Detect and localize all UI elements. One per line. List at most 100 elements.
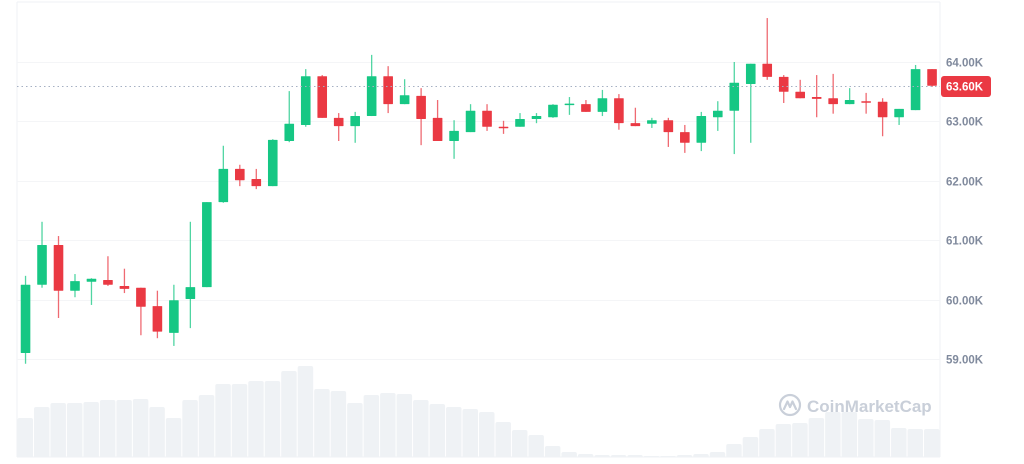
candle-up[interactable] [267,139,278,187]
candle-up[interactable] [729,62,740,155]
candle-up[interactable] [712,101,723,131]
candle-body [218,168,229,203]
coinmarketcap-logo-icon [778,393,802,417]
candle-body [861,101,871,103]
volume-bar [660,456,676,457]
candle-down[interactable] [762,18,773,80]
candle-body [927,69,937,86]
candle-up[interactable] [37,221,47,288]
watermark-text: CoinMarketCap [807,397,932,416]
candle-down[interactable] [333,113,344,142]
volume-bar [264,381,281,457]
candle-up[interactable] [894,108,904,125]
candle-down[interactable] [383,66,393,114]
candle-body [531,116,542,120]
candle-up[interactable] [465,104,476,133]
candle-body [119,285,130,289]
candle-up[interactable] [564,97,575,115]
candle-up[interactable] [548,104,558,118]
current-price-label: 63.60K [946,82,984,94]
candle-down[interactable] [663,117,674,147]
candle-down[interactable] [53,236,64,319]
candle-down[interactable] [251,168,262,190]
volume-bar [643,456,660,457]
candle-down[interactable] [861,92,871,114]
volume-bar [709,452,726,457]
candle-body [844,100,855,105]
volume-bar [165,418,182,457]
candle-down[interactable] [927,69,937,87]
candle-down[interactable] [119,268,130,294]
volume-bar [182,400,198,457]
candle-down[interactable] [416,88,426,146]
candle-down[interactable] [877,98,888,137]
volume-bar [479,412,495,457]
volume-bar [132,399,149,457]
volume-bar [726,444,742,457]
candle-body [894,108,904,118]
candle-up[interactable] [202,202,212,288]
candle-body [251,179,262,187]
candle-up[interactable] [696,111,707,152]
candle-down[interactable] [498,120,509,134]
candle-up[interactable] [300,69,311,127]
candle-up[interactable] [647,117,657,128]
volume-bar [528,435,544,457]
candle-up[interactable] [20,275,31,364]
candle-body [498,126,509,129]
candle-down[interactable] [432,100,443,142]
candle-up[interactable] [745,63,756,143]
candle-up[interactable] [515,113,525,127]
candle-up[interactable] [218,145,229,203]
candle-down[interactable] [581,100,591,112]
candle-down[interactable] [235,164,245,187]
candle-up[interactable] [169,284,179,346]
candle-body [399,95,410,105]
candle-body [482,110,492,127]
candle-down[interactable] [103,256,113,286]
volume-bar [413,400,429,457]
volume-bar [281,371,297,457]
volume-bar [429,404,446,457]
candle-down[interactable] [795,79,806,99]
candle-down[interactable] [811,75,822,118]
candle-down[interactable] [778,75,789,103]
candle-body [300,76,311,125]
candle-body [877,101,888,118]
candle-up[interactable] [86,278,97,305]
volume-bar [297,366,314,457]
candle-up[interactable] [70,274,80,298]
y-axis: 64.00K 63.00K 62.00K 61.00K 60.00K 59.00K [946,58,984,367]
candle-down[interactable] [152,290,163,339]
candle-up[interactable] [844,88,855,105]
candle-down[interactable] [828,73,838,114]
candle-body [235,168,245,181]
candle-body [564,103,575,106]
candle-up[interactable] [531,113,542,124]
candle-up[interactable] [449,120,459,159]
volume-bar [808,418,825,457]
candle-down[interactable] [482,104,492,131]
candle-body [317,76,328,118]
volume-bar [215,384,231,457]
candle-body [581,104,591,112]
candle-down[interactable] [630,107,641,127]
candle-up[interactable] [350,111,360,143]
candle-down[interactable] [680,124,690,153]
candle-up[interactable] [185,221,196,329]
y-axis-tick-label: 64.00K [946,58,984,70]
candle-up[interactable] [399,79,410,105]
y-axis-tick-label: 60.00K [946,296,984,308]
candle-down[interactable] [136,287,146,336]
candle-up[interactable] [910,64,921,111]
volume-bar [924,429,940,457]
candle-down[interactable] [614,94,624,130]
candle-up[interactable] [366,54,377,117]
candle-up[interactable] [284,91,295,143]
candle-up[interactable] [597,89,608,117]
volume-bar [330,391,347,457]
candle-down[interactable] [317,75,328,118]
volume-bar [742,437,759,457]
